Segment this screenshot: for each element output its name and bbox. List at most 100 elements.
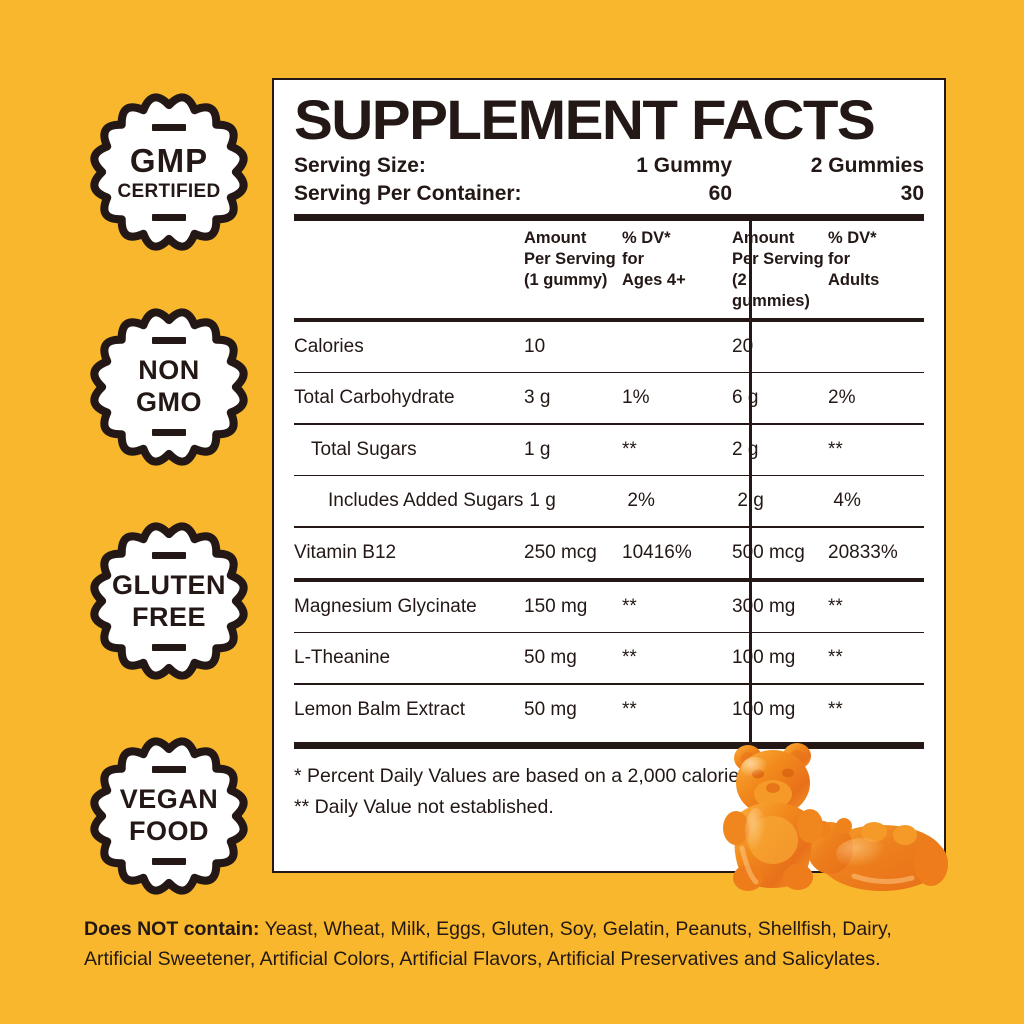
amount-per-serving-2: 2 g bbox=[737, 490, 764, 512]
badge-text-line: GMP bbox=[129, 141, 209, 179]
servings-per-container-value-2: 30 bbox=[900, 181, 924, 205]
amount-per-serving-1: 10 bbox=[524, 335, 546, 357]
amount-per-serving-1: 1 g bbox=[529, 490, 556, 512]
badge-text-line: GLUTEN bbox=[112, 569, 226, 600]
table-bottom-rule bbox=[294, 741, 924, 749]
nutrient-name: Total Sugars bbox=[311, 438, 417, 460]
daily-value-1: ** bbox=[622, 438, 637, 460]
nutrient-column-header bbox=[294, 228, 518, 311]
nutrient-name: Lemon Balm Extract bbox=[294, 698, 466, 720]
column-divider bbox=[749, 221, 752, 749]
nutrition-table: Amount Per Serving (1 gummy) % DV* for A… bbox=[294, 221, 924, 749]
badge-dash-top-icon bbox=[151, 123, 186, 131]
amount-per-serving-2: 100 mg bbox=[732, 698, 796, 720]
nutrient-name: Magnesium Glycinate bbox=[294, 595, 477, 617]
table-row: Lemon Balm Extract 50 mg ** 100 mg ** bbox=[294, 685, 924, 735]
badge-dash-top-icon bbox=[152, 766, 186, 774]
table-row: L-Theanine 50 mg ** 100 mg ** bbox=[294, 633, 924, 683]
row-separator bbox=[294, 423, 924, 425]
servings-per-container-label: Serving Per Container: bbox=[294, 181, 522, 205]
nutrient-name: Total Carbohydrate bbox=[294, 387, 455, 409]
amount-per-serving-1: 50 mg bbox=[524, 647, 577, 669]
badge-content: GMP CERTIFIED bbox=[117, 123, 221, 221]
amount-per-serving-1: 150 mg bbox=[524, 595, 588, 617]
amount-per-serving-2: 100 mg bbox=[732, 647, 796, 669]
amount-per-serving-2: 6 g bbox=[732, 387, 759, 409]
badge-gluten-free: GLUTEN FREE bbox=[81, 513, 257, 689]
badge-text-line: CERTIFIED bbox=[117, 180, 221, 202]
dv-2-header: % DV* for Adults bbox=[828, 229, 880, 289]
table-row: Calories 10 20 bbox=[294, 322, 924, 372]
serving-size-value-2: 2 Gummies bbox=[810, 154, 924, 177]
nutrient-name: Includes Added Sugars bbox=[328, 490, 524, 512]
disclaimer-body: Yeast, Wheat, Milk, Eggs, Gluten, Soy, G… bbox=[84, 918, 892, 970]
table-row: Vitamin B12 250 mcg 10416% 500 mcg 20833% bbox=[294, 528, 924, 578]
row-separator bbox=[294, 577, 924, 582]
daily-value-1: 1% bbox=[622, 387, 650, 409]
daily-value-2: 2% bbox=[828, 387, 856, 409]
badge-dash-bottom-icon bbox=[151, 213, 186, 221]
daily-value-1: ** bbox=[622, 595, 637, 617]
daily-value-1: ** bbox=[622, 698, 637, 720]
daily-value-2: ** bbox=[828, 438, 843, 460]
footnote: * Percent Daily Values are based on a 2,… bbox=[294, 764, 782, 787]
badge-content: GLUTEN FREE bbox=[112, 551, 226, 651]
badge-text-line: FOOD bbox=[129, 816, 209, 847]
row-separator bbox=[294, 371, 924, 374]
daily-value-2: ** bbox=[828, 595, 843, 617]
supplement-facts-panel: SUPPLEMENT FACTS Serving Size: 1 Gummy 2… bbox=[272, 78, 946, 873]
header-rule bbox=[294, 214, 924, 222]
badge-content: NON GMO bbox=[136, 337, 202, 437]
badge-non-gmo: NON GMO bbox=[81, 299, 257, 475]
daily-value-1: 10416% bbox=[622, 541, 692, 563]
badge-gmp-certified: GMP CERTIFIED bbox=[81, 84, 257, 260]
table-row: Total Carbohydrate 3 g 1% 6 g 2% bbox=[294, 373, 924, 423]
amount-per-serving-1: 1 g bbox=[524, 438, 551, 460]
row-separator bbox=[294, 474, 924, 477]
badge-dash-bottom-icon bbox=[152, 429, 186, 437]
panel-title: SUPPLEMENT FACTS bbox=[294, 88, 876, 151]
row-separator bbox=[294, 526, 924, 528]
badge-dash-bottom-icon bbox=[152, 643, 186, 651]
badge-seal-shape bbox=[90, 737, 248, 895]
dv-1-header: % DV* for Ages 4+ bbox=[622, 229, 686, 289]
row-separator bbox=[294, 631, 924, 634]
badge-dash-top-icon bbox=[152, 337, 186, 345]
table-row: Includes Added Sugars 1 g 2% 2 g 4% bbox=[294, 476, 924, 526]
table-column-headers: Amount Per Serving (1 gummy) % DV* for A… bbox=[294, 221, 924, 317]
daily-value-2: 4% bbox=[833, 490, 861, 512]
badge-seal-shape bbox=[90, 308, 248, 466]
nutrient-name: L-Theanine bbox=[294, 647, 391, 669]
badge-content: VEGAN FOOD bbox=[120, 766, 219, 866]
disclaimer-lead: Does NOT contain: bbox=[84, 918, 260, 940]
certification-badge-column: GMP CERTIFIED NON GMO GLUTEN FREE VEGAN FOOD bbox=[78, 84, 260, 904]
badge-vegan-food: VEGAN FOOD bbox=[81, 728, 257, 904]
amount-per-serving-2: 500 mcg bbox=[732, 541, 805, 563]
footnote: ** Daily Value not established. bbox=[294, 796, 554, 819]
footnote-list: * Percent Daily Values are based on a 2,… bbox=[294, 749, 924, 824]
badge-text-line: NON bbox=[138, 355, 200, 386]
amount-2-header: Amount Per Serving (2 gummies) bbox=[732, 229, 824, 310]
daily-value-2: ** bbox=[828, 647, 843, 669]
amount-per-serving-1: 3 g bbox=[524, 387, 551, 409]
amount-per-serving-1: 50 mg bbox=[524, 698, 577, 720]
amount-per-serving-2: 20 bbox=[732, 335, 754, 357]
badge-text-line: GMO bbox=[136, 387, 202, 418]
badge-text-line: FREE bbox=[131, 601, 206, 632]
column-header-rule bbox=[294, 317, 924, 322]
serving-size-row: Serving Size: 1 Gummy 2 Gummies bbox=[294, 152, 924, 180]
servings-per-container-row: Serving Per Container: 60 30 bbox=[294, 180, 924, 208]
amount-per-serving-2: 2 g bbox=[732, 438, 759, 460]
badge-dash-bottom-icon bbox=[152, 858, 186, 866]
amount-1-header: Amount Per Serving (1 gummy) bbox=[524, 229, 616, 289]
badge-seal-shape bbox=[90, 93, 248, 251]
daily-value-2: 20833% bbox=[828, 541, 898, 563]
daily-value-1: ** bbox=[622, 647, 637, 669]
nutrition-row-list: Calories 10 20 Total Carbohydrate 3 g 1% 6 g 2%… bbox=[294, 322, 924, 735]
nutrient-name: Calories bbox=[294, 335, 364, 357]
row-separator bbox=[294, 683, 924, 685]
table-row: Total Sugars 1 g ** 2 g ** bbox=[294, 425, 924, 475]
nutrient-name: Vitamin B12 bbox=[294, 541, 397, 563]
serving-size-value-1: 1 Gummy bbox=[636, 154, 732, 177]
amount-per-serving-2: 300 mg bbox=[732, 595, 796, 617]
